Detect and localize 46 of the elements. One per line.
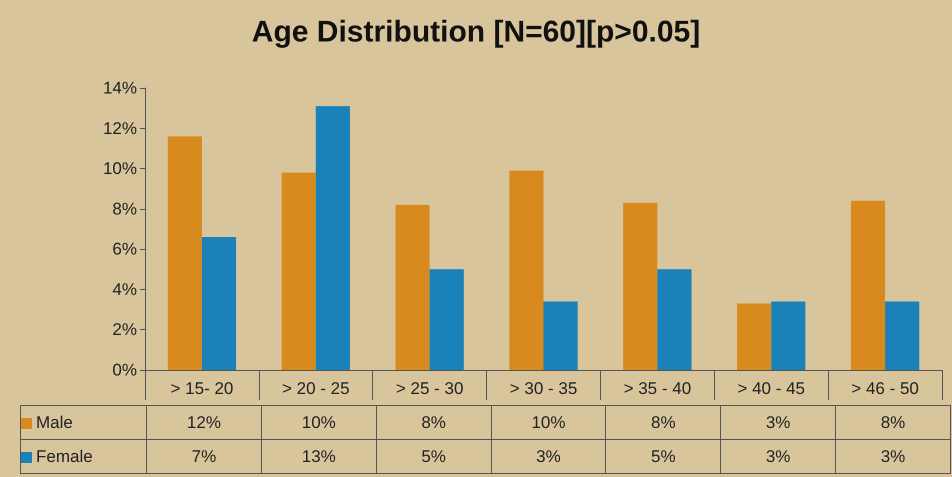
- data-label: 12%: [146, 406, 262, 440]
- data-label: 10%: [261, 406, 376, 440]
- y-tick-label: 6%: [112, 240, 137, 259]
- bar: [657, 269, 692, 370]
- data-label: 3%: [836, 440, 950, 474]
- bar: [623, 202, 658, 370]
- x-tick-label: > 25 - 30: [396, 379, 464, 398]
- x-tick-label: > 20 - 25: [282, 379, 350, 398]
- bar: [544, 302, 578, 370]
- bar: [168, 136, 202, 370]
- chart-title: Age Distribution [N=60][p>0.05]: [252, 16, 700, 48]
- data-label: 5%: [606, 440, 721, 474]
- bar: [509, 170, 544, 370]
- bar: [771, 302, 806, 370]
- bar: [430, 269, 464, 370]
- y-tick-label: 14%: [102, 78, 137, 98]
- data-label: 13%: [261, 440, 376, 474]
- data-label: 8%: [836, 406, 950, 440]
- y-tick-label: 10%: [102, 159, 137, 178]
- legend-label: Male: [20, 406, 146, 440]
- y-tick-label: 4%: [112, 280, 137, 299]
- data-label: 10%: [491, 406, 606, 440]
- bar: [282, 172, 316, 370]
- bar: [316, 106, 350, 370]
- y-tick-label: 0%: [112, 360, 137, 380]
- x-tick-label: > 30 - 35: [510, 379, 578, 398]
- x-tick-label: > 35 - 40: [624, 379, 692, 398]
- bar: [395, 204, 430, 370]
- x-tick-label: > 40 - 45: [737, 379, 806, 398]
- data-label: 8%: [376, 406, 492, 440]
- y-tick-label: 2%: [112, 320, 137, 340]
- data-label: 8%: [606, 406, 721, 440]
- bar: [202, 237, 236, 370]
- data-label: 7%: [146, 440, 262, 474]
- x-tick-label: > 46 - 50: [851, 379, 919, 398]
- bar: [885, 302, 920, 370]
- data-label: 3%: [720, 440, 836, 474]
- y-tick-label: 12%: [102, 118, 137, 138]
- x-tick-label: > 15- 20: [170, 379, 234, 398]
- bar: [850, 200, 886, 370]
- data-label: 5%: [376, 440, 492, 474]
- data-label: 3%: [720, 406, 836, 440]
- bar: [737, 304, 772, 370]
- y-tick-label: 8%: [112, 199, 137, 218]
- data-label: 3%: [491, 440, 606, 474]
- legend-label: Female: [20, 440, 146, 474]
